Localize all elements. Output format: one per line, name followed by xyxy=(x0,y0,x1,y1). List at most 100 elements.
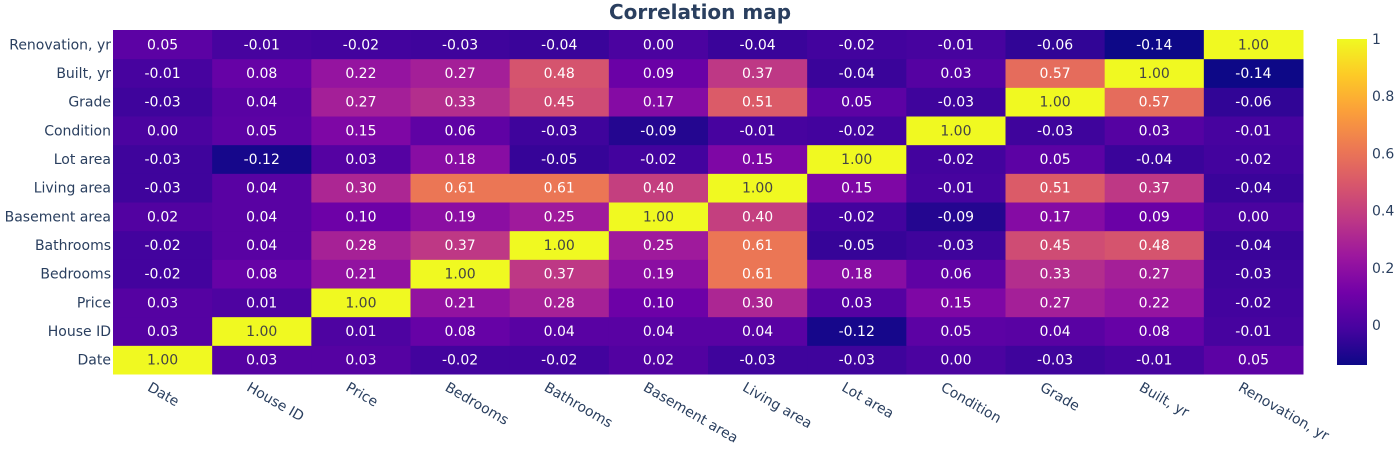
heatmap-value-label: -0.05 xyxy=(541,152,577,168)
y-tick-label: Date xyxy=(78,353,111,369)
heatmap-value-label: 0.03 xyxy=(345,353,376,369)
heatmap-value-label: 0.05 xyxy=(940,324,971,340)
heatmap-cell xyxy=(212,259,312,289)
heatmap-value-label: 0.03 xyxy=(246,353,277,369)
heatmap-value-label: -0.03 xyxy=(938,238,974,254)
heatmap-cell xyxy=(608,58,709,88)
heatmap-value-label: 0.05 xyxy=(841,95,872,111)
heatmap-cell xyxy=(807,345,907,375)
heatmap-cell xyxy=(410,87,511,117)
heatmap-cell xyxy=(410,30,511,60)
heatmap-value-label: 1.00 xyxy=(246,324,277,340)
heatmap-cell xyxy=(113,345,213,375)
heatmap-cell xyxy=(608,144,709,174)
heatmap-cell xyxy=(906,144,1006,174)
heatmap-cell xyxy=(708,173,808,203)
heatmap-cell xyxy=(807,144,907,174)
heatmap-cell xyxy=(608,30,709,60)
heatmap-value-label: -0.06 xyxy=(1037,37,1073,53)
heatmap-value-label: 0.40 xyxy=(742,209,773,225)
heatmap-value-label: 0.15 xyxy=(742,152,773,168)
heatmap-cell xyxy=(1203,87,1304,117)
heatmap-cell xyxy=(608,202,709,232)
y-tick-label: Renovation, yr xyxy=(9,37,111,53)
heatmap-value-label: -0.02 xyxy=(144,238,180,254)
heatmap-value-label: 0.21 xyxy=(345,267,376,283)
heatmap-cell xyxy=(906,345,1006,375)
heatmap-cell xyxy=(1005,288,1106,318)
heatmap-value-label: 0.04 xyxy=(1039,324,1070,340)
heatmap-cell xyxy=(212,230,312,260)
heatmap-value-label: -0.02 xyxy=(343,37,379,53)
heatmap-cell xyxy=(708,87,808,117)
heatmap-cell xyxy=(509,316,610,346)
heatmap-cell xyxy=(113,288,213,318)
heatmap-value-label: -0.01 xyxy=(938,181,974,197)
heatmap-cell xyxy=(906,316,1006,346)
heatmap-cell xyxy=(1005,87,1106,117)
heatmap-cell xyxy=(608,173,709,203)
heatmap-value-label: 0.45 xyxy=(544,95,575,111)
heatmap-value-label: 0.04 xyxy=(246,209,277,225)
heatmap-cell xyxy=(311,144,411,174)
x-tick-label: Bathrooms xyxy=(541,380,615,432)
heatmap-cell xyxy=(311,230,411,260)
heatmap-value-label: 0.03 xyxy=(147,324,178,340)
heatmap-value-label: -0.02 xyxy=(144,267,180,283)
heatmap-cell xyxy=(807,87,907,117)
heatmap-value-label: 0.33 xyxy=(444,95,475,111)
heatmap-cell xyxy=(906,202,1006,232)
heatmap-value-label: 1.00 xyxy=(742,181,773,197)
heatmap-cell xyxy=(1203,116,1304,146)
heatmap-value-label: 0.57 xyxy=(1139,95,1170,111)
heatmap-value-label: -0.04 xyxy=(1136,152,1172,168)
heatmap-value-label: 1.00 xyxy=(841,152,872,168)
heatmap-value-label: -0.03 xyxy=(541,123,577,139)
heatmap-cell xyxy=(1203,345,1304,375)
heatmap-cell xyxy=(708,116,808,146)
heatmap-value-label: -0.02 xyxy=(839,209,875,225)
heatmap-value-label: 0.09 xyxy=(643,66,674,82)
heatmap-cell xyxy=(608,345,709,375)
heatmap-cell xyxy=(212,87,312,117)
heatmap-cell xyxy=(1104,288,1205,318)
heatmap-cell xyxy=(509,144,610,174)
heatmap-cell xyxy=(906,259,1006,289)
heatmap-value-label: -0.02 xyxy=(938,152,974,168)
heatmap-cell xyxy=(1203,202,1304,232)
x-tick-label: Grade xyxy=(1037,380,1082,415)
heatmap-cell xyxy=(1104,202,1205,232)
heatmap-value-label: 0.04 xyxy=(643,324,674,340)
heatmap-value-label: -0.02 xyxy=(839,123,875,139)
heatmap-cell xyxy=(1203,288,1304,318)
heatmap-value-label: 0.10 xyxy=(345,209,376,225)
colorbar-tick-label: 0 xyxy=(1372,318,1381,334)
heatmap-value-label: 0.61 xyxy=(742,267,773,283)
heatmap-value-label: 0.30 xyxy=(345,181,376,197)
heatmap-cell xyxy=(807,116,907,146)
heatmap-value-label: -0.14 xyxy=(1235,66,1271,82)
heatmap-value-label: 0.04 xyxy=(246,238,277,254)
heatmap-value-label: 0.19 xyxy=(444,209,475,225)
heatmap-value-label: 0.08 xyxy=(246,267,277,283)
heatmap-cell xyxy=(1104,30,1205,60)
x-tick-label: Living area xyxy=(740,380,815,433)
heatmap-cell xyxy=(509,58,610,88)
colorbar-tick-label: 0.8 xyxy=(1372,89,1394,105)
y-axis-tick-labels: Date House ID Price Bedrooms Bathrooms Baseme… xyxy=(5,37,112,368)
heatmap-cell xyxy=(113,259,213,289)
heatmap-cell xyxy=(212,58,312,88)
heatmap-cell xyxy=(1104,58,1205,88)
heatmap-cell xyxy=(1005,144,1106,174)
heatmap-cell xyxy=(113,87,213,117)
heatmap-cell xyxy=(311,58,411,88)
heatmap-cell xyxy=(807,230,907,260)
heatmap-cell xyxy=(113,116,213,146)
heatmap-cell xyxy=(311,116,411,146)
heatmap-value-label: -0.12 xyxy=(244,152,280,168)
heatmap-cell xyxy=(906,230,1006,260)
heatmap-value-label: -0.03 xyxy=(1037,353,1073,369)
heatmap-cell xyxy=(509,173,610,203)
heatmap-cell xyxy=(410,58,511,88)
heatmap-cell xyxy=(708,316,808,346)
